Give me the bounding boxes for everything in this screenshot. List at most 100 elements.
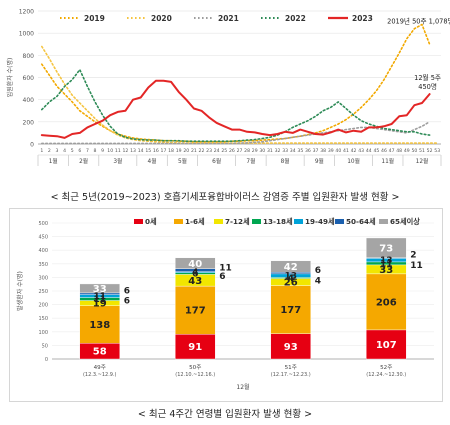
bar-segment-1-6세 bbox=[270, 285, 311, 334]
legend-label-19-49세: 19-49세 bbox=[305, 217, 335, 226]
data-label: 40 bbox=[188, 259, 202, 270]
x-week-tick-label: 13 bbox=[130, 148, 136, 154]
x-week-tick-label: 16 bbox=[153, 148, 159, 154]
x-week-tick-label: 15 bbox=[145, 148, 151, 154]
legend-swatch-65세이상 bbox=[379, 219, 388, 224]
x-week-tick-label: 6 bbox=[78, 148, 81, 154]
x-week-tick-label: 19 bbox=[176, 148, 182, 154]
y-tick-label: 250 bbox=[38, 289, 48, 295]
legend-swatch-19-49세 bbox=[294, 219, 303, 224]
x-week-tick-label: 28 bbox=[244, 148, 250, 154]
x-week-tick-label: 48 bbox=[396, 148, 402, 154]
x-week-tick-label: 52 bbox=[427, 148, 433, 154]
y-axis-label: 입원환자 수(명) bbox=[6, 58, 14, 98]
legend-swatch-1-6세 bbox=[174, 219, 183, 224]
data-label: 13 bbox=[284, 272, 297, 282]
month-label: 9월 bbox=[315, 157, 324, 165]
bar-segment-65세이상 bbox=[79, 283, 120, 294]
bar-segment-1-6세 bbox=[366, 273, 407, 331]
data-label: 26 bbox=[284, 278, 298, 289]
series-line-2023 bbox=[40, 79, 431, 139]
legend-label-2020: 2020 bbox=[151, 14, 172, 23]
legend-label-0세: 0세 bbox=[145, 217, 157, 226]
bar-segment-65세이상 bbox=[366, 237, 407, 259]
x-week-tick-label: 40 bbox=[335, 148, 341, 154]
category-date-label: (12.3.~12.9.) bbox=[83, 372, 117, 378]
y-tick-label: 500 bbox=[38, 221, 48, 227]
data-label: 19 bbox=[93, 299, 107, 310]
month-label: 8월 bbox=[281, 157, 290, 165]
legend-label-7-12세: 7-12세 bbox=[225, 217, 250, 226]
data-label-side: 2 bbox=[410, 250, 416, 260]
x-week-tick-label: 22 bbox=[199, 148, 205, 154]
legend-label-2019: 2019 bbox=[84, 14, 105, 23]
y-tick-label: 50 bbox=[42, 343, 48, 349]
x-week-tick-label: 42 bbox=[351, 148, 357, 154]
annotation-450: 450명 bbox=[418, 82, 437, 91]
data-label-side: 6 bbox=[315, 266, 321, 276]
x-week-tick-label: 14 bbox=[138, 148, 144, 154]
x-week-tick-label: 29 bbox=[252, 148, 258, 154]
x-week-tick-label: 45 bbox=[373, 148, 379, 154]
x-week-tick-label: 35 bbox=[297, 148, 303, 154]
y-axis-label: 발생환자 수(명) bbox=[16, 271, 24, 311]
data-label-side: 6 bbox=[124, 287, 130, 297]
data-label: 33 bbox=[379, 265, 393, 276]
legend-label-50-64세: 50-64세 bbox=[346, 217, 376, 226]
data-label: 13 bbox=[380, 256, 393, 266]
data-label-side: 4 bbox=[315, 276, 321, 286]
x-week-tick-label: 36 bbox=[305, 148, 311, 154]
x-week-tick-label: 30 bbox=[259, 148, 265, 154]
category-label: 52주 bbox=[380, 364, 392, 371]
legend-label-13-18세: 13-18세 bbox=[263, 217, 293, 226]
month-label: 12월 bbox=[416, 157, 429, 165]
legend-label-1-6세: 1-6세 bbox=[185, 217, 205, 226]
y-tick-label: 1000 bbox=[19, 31, 34, 38]
x-week-tick-label: 26 bbox=[229, 148, 235, 154]
bar-segment-0세 bbox=[175, 334, 216, 360]
x-week-tick-label: 10 bbox=[107, 148, 113, 154]
data-label: 91 bbox=[188, 342, 202, 353]
data-label: 177 bbox=[280, 305, 301, 316]
data-label: 138 bbox=[89, 320, 110, 331]
y-tick-label: 1200 bbox=[19, 9, 34, 16]
data-label: 42 bbox=[284, 262, 298, 273]
x-week-tick-label: 27 bbox=[237, 148, 243, 154]
x-week-tick-label: 2 bbox=[48, 148, 51, 154]
data-label: 58 bbox=[93, 347, 107, 358]
month-label: 2월 bbox=[79, 157, 88, 165]
x-week-tick-label: 25 bbox=[221, 148, 227, 154]
x-week-tick-label: 23 bbox=[206, 148, 212, 154]
legend-swatch-50-64세 bbox=[335, 219, 344, 224]
y-tick-label: 600 bbox=[23, 75, 35, 82]
x-week-tick-label: 33 bbox=[282, 148, 288, 154]
x-week-tick-label: 46 bbox=[381, 148, 387, 154]
month-label: 1월 bbox=[49, 157, 58, 165]
age-group-chart-frame: 0 50 100 150 200 250 300 350 400 450 500 발생환자 수(명) 0… bbox=[9, 208, 443, 402]
month-label: 10월 bbox=[347, 157, 360, 165]
month-label: 12월 bbox=[236, 383, 249, 391]
line-chart-caption: < 최근 5년(2019~2023) 호흡기세포융합바이러스 감염증 주별 입원… bbox=[50, 192, 400, 203]
annotation-dec-week5: 12월 5주 bbox=[414, 73, 441, 82]
data-label: 4 bbox=[192, 268, 198, 278]
x-week-tick-label: 18 bbox=[168, 148, 174, 154]
data-label: 177 bbox=[185, 306, 206, 317]
bar-segment-65세이상 bbox=[175, 257, 216, 269]
x-week-tick-label: 9 bbox=[101, 148, 104, 154]
x-week-tick-label: 1 bbox=[40, 148, 43, 154]
category-label: 49주 bbox=[94, 364, 106, 371]
month-label: 7월 bbox=[246, 157, 255, 165]
category-date-label: (12.17.~12.23.) bbox=[271, 372, 311, 378]
bar-segment-65세이상 bbox=[270, 260, 311, 273]
legend-swatch-7-12세 bbox=[214, 219, 223, 224]
y-tick-label: 400 bbox=[38, 248, 48, 254]
data-label-side: 11 bbox=[410, 261, 423, 271]
month-label: 6월 bbox=[212, 157, 221, 165]
data-label: 11 bbox=[93, 292, 106, 302]
y-tick-label: 150 bbox=[38, 316, 48, 322]
x-week-tick-label: 32 bbox=[275, 148, 281, 154]
category-date-label: (12.10.~12.16.) bbox=[175, 372, 215, 378]
y-tick-label: 200 bbox=[23, 119, 35, 126]
